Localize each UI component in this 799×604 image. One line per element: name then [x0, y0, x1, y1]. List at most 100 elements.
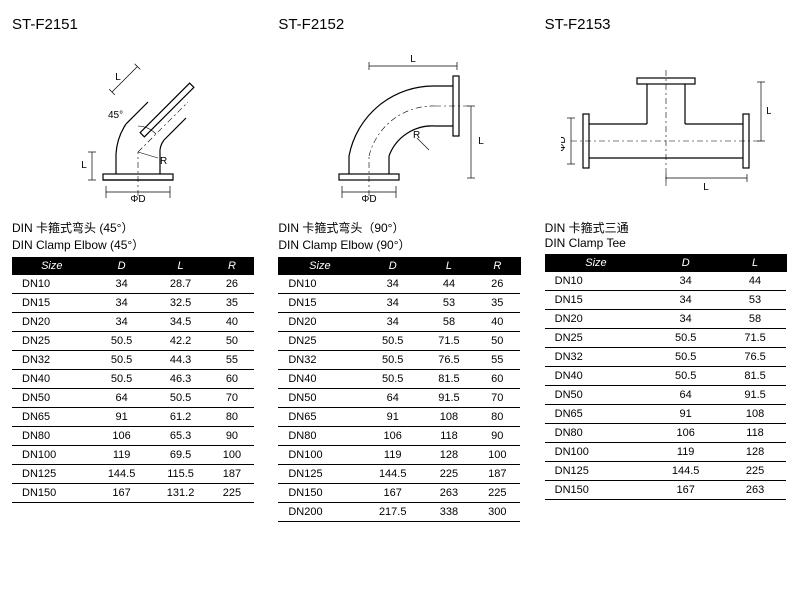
table-row: DN659161.280: [12, 408, 254, 427]
col-header: Size: [12, 257, 92, 275]
table-cell: DN40: [545, 367, 648, 386]
table-cell: DN150: [278, 484, 362, 503]
caption-en: DIN Clamp Elbow (90°）: [278, 236, 520, 253]
table-row: DN4050.546.360: [12, 370, 254, 389]
table-cell: 76.5: [724, 348, 787, 367]
table-cell: DN125: [278, 465, 362, 484]
table-cell: 26: [474, 275, 520, 294]
table-cell: 53: [724, 291, 787, 310]
table-cell: 70: [210, 389, 254, 408]
col-header: D: [92, 257, 151, 275]
label-l: L: [766, 106, 771, 117]
table-cell: 225: [423, 465, 474, 484]
table-cell: DN50: [12, 389, 92, 408]
table-row: DN506491.5: [545, 386, 787, 405]
table-cell: 34: [362, 313, 424, 332]
table-cell: DN15: [545, 291, 648, 310]
table-cell: 61.2: [151, 408, 210, 427]
label-phid: ΦD: [561, 136, 568, 151]
table-cell: 50: [210, 332, 254, 351]
table-cell: 26: [210, 275, 254, 294]
product-col-3: ST-F2153: [545, 10, 787, 522]
col-header: R: [210, 257, 254, 275]
table-cell: DN25: [12, 332, 92, 351]
table-cell: 108: [724, 405, 787, 424]
table-cell: 35: [474, 294, 520, 313]
table-row: DN200217.5338300: [278, 503, 520, 522]
table-cell: 100: [210, 446, 254, 465]
table-cell: 144.5: [648, 462, 724, 481]
table-cell: 90: [210, 427, 254, 446]
table-cell: 187: [474, 465, 520, 484]
table-cell: 34: [92, 275, 151, 294]
table-cell: 44: [724, 272, 787, 291]
label-phid: ΦD: [131, 194, 146, 205]
table-cell: 225: [724, 462, 787, 481]
table-cell: 50.5: [362, 370, 424, 389]
table-cell: 50.5: [362, 332, 424, 351]
label-l: L: [81, 160, 87, 171]
table-cell: 80: [210, 408, 254, 427]
col-header: L: [423, 257, 474, 275]
table-cell: DN80: [545, 424, 648, 443]
spec-table-2: SizeDLR DN10344426DN15345335DN20345840DN…: [278, 257, 520, 522]
table-cell: 34: [648, 272, 724, 291]
table-row: DN150167263: [545, 481, 787, 500]
caption-cn: DIN 卡箍式三通: [545, 219, 787, 236]
table-cell: DN150: [12, 484, 92, 503]
table-cell: 50.5: [92, 351, 151, 370]
table-cell: 46.3: [151, 370, 210, 389]
table-cell: 71.5: [423, 332, 474, 351]
table-cell: 50.5: [648, 367, 724, 386]
table-row: DN125144.5115.5187: [12, 465, 254, 484]
table-cell: 32.5: [151, 294, 210, 313]
spec-table-1: SizeDLR DN103428.726DN153432.535DN203434…: [12, 257, 254, 503]
table-row: DN10011969.5100: [12, 446, 254, 465]
table-row: DN125144.5225187: [278, 465, 520, 484]
table-cell: 263: [423, 484, 474, 503]
table-cell: 34: [648, 291, 724, 310]
col-header: D: [362, 257, 424, 275]
table-cell: DN50: [278, 389, 362, 408]
table-cell: 115.5: [151, 465, 210, 484]
table-cell: DN100: [545, 443, 648, 462]
table-cell: 50.5: [151, 389, 210, 408]
table-row: DN2550.571.5: [545, 329, 787, 348]
label-l: L: [703, 182, 709, 193]
table-row: DN10344426: [278, 275, 520, 294]
table-cell: 55: [210, 351, 254, 370]
table-cell: DN65: [12, 408, 92, 427]
table-cell: 108: [423, 408, 474, 427]
table-cell: 106: [92, 427, 151, 446]
table-cell: DN80: [12, 427, 92, 446]
table-cell: 50: [474, 332, 520, 351]
table-cell: 60: [210, 370, 254, 389]
table-row: DN100119128100: [278, 446, 520, 465]
table-cell: DN15: [12, 294, 92, 313]
table-cell: 91: [648, 405, 724, 424]
table-cell: 58: [724, 310, 787, 329]
table-cell: 50.5: [92, 332, 151, 351]
table-cell: 263: [724, 481, 787, 500]
table-cell: 81.5: [724, 367, 787, 386]
part-code: ST-F2153: [545, 16, 787, 33]
col-header: L: [724, 254, 787, 272]
table-cell: 106: [362, 427, 424, 446]
table-row: DN506450.570: [12, 389, 254, 408]
label-r: R: [413, 130, 420, 141]
table-cell: 34: [92, 294, 151, 313]
table-row: DN4050.581.5: [545, 367, 787, 386]
table-cell: DN10: [545, 272, 648, 291]
table-cell: 44: [423, 275, 474, 294]
table-cell: DN200: [278, 503, 362, 522]
table-cell: DN25: [278, 332, 362, 351]
col-header: R: [474, 257, 520, 275]
table-row: DN100119128: [545, 443, 787, 462]
table-cell: 167: [92, 484, 151, 503]
table-row: DN3250.576.5: [545, 348, 787, 367]
table-cell: DN40: [278, 370, 362, 389]
table-cell: DN10: [12, 275, 92, 294]
table-cell: 128: [724, 443, 787, 462]
table-cell: DN125: [545, 462, 648, 481]
label-l: L: [115, 72, 121, 83]
